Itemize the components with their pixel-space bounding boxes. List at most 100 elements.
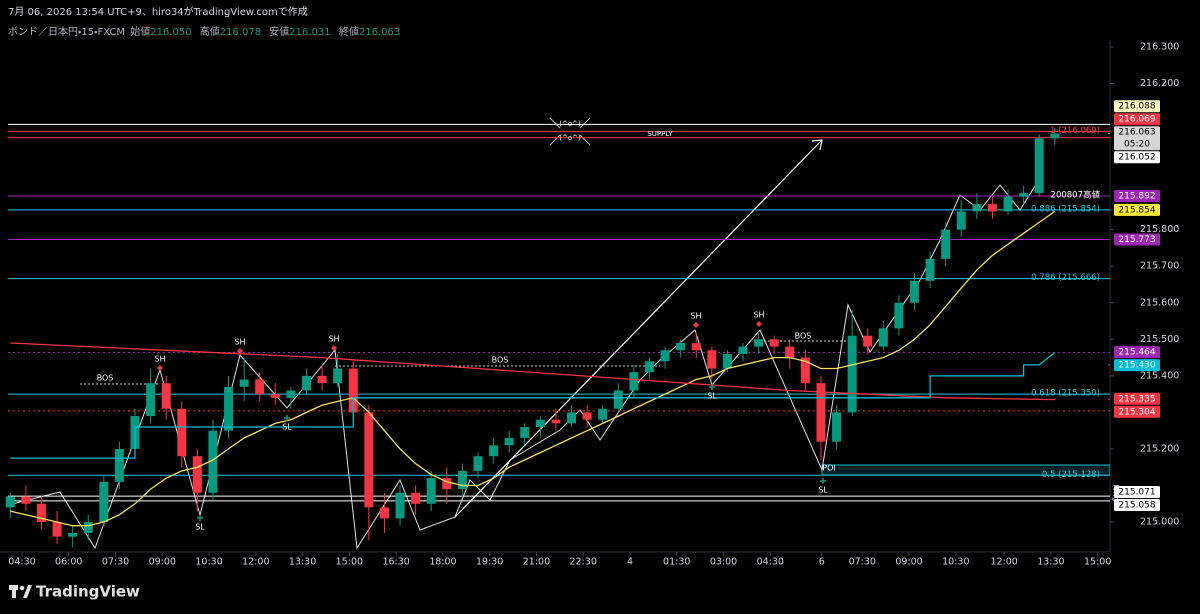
candle-body bbox=[691, 342, 701, 351]
annotation: SH bbox=[154, 355, 165, 364]
price-badge-label: 215.335 bbox=[1118, 394, 1155, 404]
annotation: SL bbox=[282, 423, 292, 432]
y-tick-label: 215.700 bbox=[1140, 261, 1179, 272]
price-badge bbox=[1114, 113, 1160, 126]
candle-body bbox=[489, 445, 499, 457]
caption: 7月 06, 2026 13:54 UTC+9、hiro34がTradingVi… bbox=[8, 7, 308, 18]
logo bbox=[9, 585, 32, 598]
candle-body bbox=[551, 419, 561, 424]
price-badge-label: 215.430 bbox=[1118, 361, 1155, 371]
x-tick-label: 6 bbox=[819, 557, 825, 568]
swing-marker bbox=[756, 321, 762, 327]
x-tick-label: 03:00 bbox=[710, 557, 737, 568]
y-tick-label: 215.800 bbox=[1140, 224, 1179, 235]
price-badge-label: 216.063 bbox=[1118, 128, 1155, 138]
candle-body bbox=[348, 368, 358, 413]
candle-body bbox=[629, 372, 639, 391]
logo-part bbox=[23, 585, 32, 598]
x-tick-label: 15:00 bbox=[336, 557, 363, 568]
candle-body bbox=[146, 383, 156, 417]
price-badge-label: 215.464 bbox=[1118, 348, 1155, 358]
annotation: SH bbox=[753, 311, 764, 320]
price-badge bbox=[1114, 100, 1160, 113]
zigzag bbox=[7, 177, 1041, 550]
x-tick-label: 16:30 bbox=[382, 557, 409, 568]
fib-label: 1 (216.069) bbox=[1050, 126, 1100, 136]
projection-arrow bbox=[454, 139, 823, 518]
x-tick-label: 4 bbox=[627, 557, 633, 568]
candle-body bbox=[411, 492, 421, 504]
x-tick-label: 22:30 bbox=[570, 557, 597, 568]
ohlc-value: 216.050 bbox=[150, 27, 192, 38]
price-badge bbox=[1114, 126, 1160, 151]
candle-body bbox=[598, 408, 608, 420]
logo-part bbox=[19, 585, 25, 591]
logo-part bbox=[12, 585, 16, 598]
candle-body bbox=[1050, 133, 1060, 139]
price-badge-label: 215.071 bbox=[1118, 487, 1155, 497]
candle-body bbox=[192, 456, 202, 493]
swing-marker bbox=[820, 478, 826, 484]
x-tick-label: 09:00 bbox=[895, 557, 922, 568]
price-badge bbox=[1114, 359, 1160, 372]
level-note: 200807高値 bbox=[1051, 190, 1101, 201]
candle-body bbox=[816, 383, 826, 442]
ohlc-value: 216.031 bbox=[289, 27, 331, 38]
candle-body bbox=[395, 492, 405, 519]
x-tick-label: 10:30 bbox=[942, 557, 969, 568]
swing-marker bbox=[709, 384, 715, 390]
price-badge-label: 216.069 bbox=[1118, 115, 1155, 125]
candle-body bbox=[769, 339, 779, 347]
x-tick-label: 01:30 bbox=[663, 557, 690, 568]
candle-body bbox=[161, 383, 171, 409]
fib-label: 0.786 (215.666) bbox=[1031, 273, 1100, 283]
candle-body bbox=[972, 204, 982, 212]
price-badge bbox=[1114, 151, 1160, 164]
candle-body bbox=[567, 412, 577, 424]
candle-body bbox=[520, 427, 530, 438]
candle-body bbox=[1034, 138, 1044, 194]
annotation: BOS bbox=[97, 374, 114, 383]
indicator-line bbox=[10, 210, 1056, 527]
ohlc-name: 高値 bbox=[199, 27, 220, 38]
candle-body bbox=[379, 507, 389, 519]
candle-body bbox=[208, 430, 218, 493]
candle-body bbox=[255, 379, 265, 395]
candle-body bbox=[894, 302, 904, 329]
x-tick-label: 13:30 bbox=[289, 557, 316, 568]
swing-marker bbox=[197, 515, 203, 521]
annotation: SH bbox=[328, 335, 339, 344]
x-tick-label: 09:00 bbox=[149, 557, 176, 568]
x-tick-label: 04:30 bbox=[8, 557, 35, 568]
candle-body bbox=[941, 229, 951, 259]
x-tick-label: 13:30 bbox=[1037, 557, 1064, 568]
annotation: SH bbox=[690, 312, 701, 321]
x-tick-label: 19:30 bbox=[476, 557, 503, 568]
candle-body bbox=[613, 390, 623, 409]
candle-body bbox=[177, 408, 187, 457]
candle-body bbox=[224, 386, 234, 431]
marker-stroke bbox=[549, 134, 561, 146]
candle-body bbox=[535, 419, 545, 428]
fib-label: 0.618 (215.350) bbox=[1031, 389, 1100, 399]
price-badge bbox=[1114, 498, 1160, 511]
candle-body bbox=[800, 357, 810, 384]
candle-body bbox=[504, 437, 514, 446]
indicator-line bbox=[10, 342, 1055, 401]
candle-body bbox=[270, 394, 280, 398]
x-tick-label: 15:00 bbox=[1084, 557, 1111, 568]
annotation: SUPPLY bbox=[647, 130, 673, 138]
x-tick-label: 10:30 bbox=[195, 557, 222, 568]
y-tick-label: 215.000 bbox=[1140, 517, 1179, 528]
ohlc-name: 安値 bbox=[269, 27, 290, 38]
marker-stroke bbox=[579, 134, 591, 146]
candle-body bbox=[722, 353, 732, 369]
brand: TradingView bbox=[36, 583, 140, 601]
annotation: SL bbox=[195, 523, 205, 532]
y-tick-label: 215.500 bbox=[1140, 334, 1179, 345]
y-tick-label: 216.300 bbox=[1140, 41, 1179, 52]
candle-body bbox=[925, 258, 935, 281]
x-tick-label: 04:30 bbox=[757, 557, 784, 568]
price-badge-label: 216.052 bbox=[1118, 153, 1155, 163]
